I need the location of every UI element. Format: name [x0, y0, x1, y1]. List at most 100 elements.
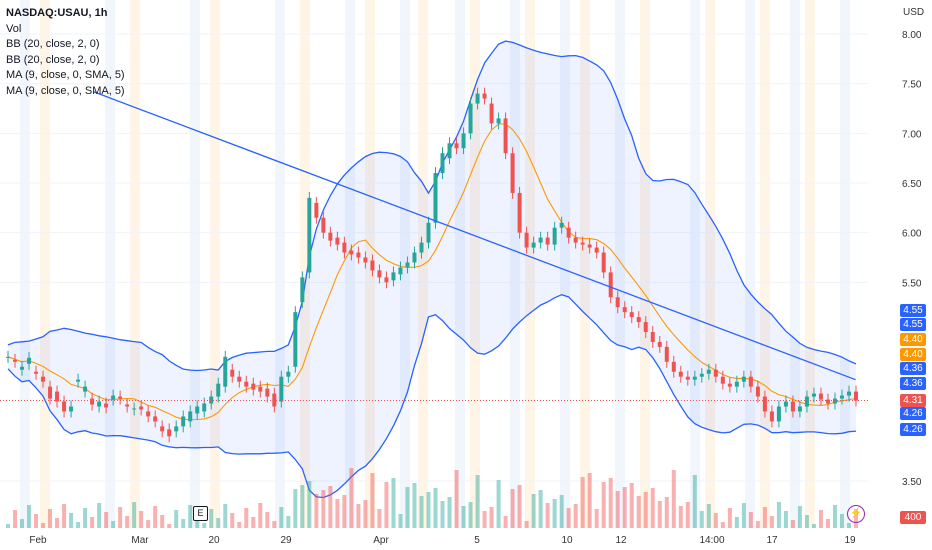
volume-bar: [335, 499, 340, 528]
candle-body: [209, 396, 214, 404]
legend-bb-2[interactable]: BB (20, close, 2, 0): [6, 53, 100, 66]
currency-label: USD: [903, 7, 924, 18]
price-axis-label: 4.31: [900, 394, 926, 407]
volume-bar: [496, 480, 501, 528]
y-tick-label: 3.50: [902, 477, 922, 488]
volume-bar: [741, 503, 746, 528]
legend-ma-1[interactable]: MA (9, close, 0, SMA, 5): [6, 69, 125, 81]
candle-body: [146, 411, 151, 417]
volume-bar: [370, 473, 375, 528]
candle-body: [489, 103, 494, 124]
volume-bar: [377, 509, 382, 528]
candle-body: [748, 376, 753, 387]
volume-bar: [356, 504, 361, 528]
lightning-icon[interactable]: ⚡: [847, 505, 865, 523]
session-stripe: [840, 0, 850, 528]
volume-bar: [90, 517, 95, 528]
y-tick-label: 6.50: [902, 179, 922, 190]
volume-bar: [748, 512, 753, 528]
volume-bar: [713, 513, 718, 528]
volume-bar: [692, 475, 697, 528]
candle-body: [181, 416, 186, 427]
volume-bar: [573, 504, 578, 528]
volume-bar: [587, 473, 592, 528]
candle-body: [139, 406, 144, 410]
legend-volume[interactable]: Vol: [6, 22, 22, 35]
candle-body: [48, 386, 53, 399]
candle-body: [734, 381, 739, 387]
volume-bar: [447, 497, 452, 528]
candle-body: [384, 277, 389, 283]
legend-bb-1[interactable]: BB (20, close, 2, 0): [6, 38, 100, 50]
volume-bar: [34, 514, 39, 528]
volume-bar: [580, 477, 585, 528]
volume-bar: [209, 509, 214, 528]
candle-body: [62, 401, 67, 412]
volume-bar: [419, 496, 424, 528]
candle-body: [265, 388, 270, 397]
volume-bar: [286, 516, 291, 528]
candle-body: [104, 403, 109, 408]
volume-bar: [629, 483, 634, 528]
volume-bar: [755, 521, 760, 528]
candle-body: [741, 376, 746, 382]
volume-bar: [13, 510, 18, 528]
candle-body: [594, 247, 599, 253]
candle-body: [854, 391, 858, 401]
candle-body: [531, 242, 536, 248]
candle-body: [762, 396, 767, 412]
x-tick-label: Mar: [131, 535, 149, 546]
session-stripe: [345, 0, 355, 528]
candle-body: [314, 202, 319, 218]
volume-bar: [769, 516, 774, 528]
candle-body: [55, 391, 60, 402]
chart-legend: NASDAQ:USAU, 1h Vol BB (20, close, 2, 0)…: [6, 6, 125, 99]
volume-bar: [188, 505, 193, 528]
candle-body: [216, 383, 221, 397]
price-axis-label: 4.36: [900, 377, 926, 390]
session-stripe: [40, 0, 50, 528]
x-tick-label: Feb: [29, 535, 47, 546]
volume-bar: [195, 514, 200, 528]
candle-body: [636, 317, 641, 323]
bb-lower-line: [7, 294, 857, 499]
legend-symbol[interactable]: NASDAQ:USAU, 1h: [6, 7, 108, 19]
session-stripe: [805, 0, 815, 528]
candle-body: [153, 416, 158, 422]
candle-body: [601, 252, 606, 273]
candle-body: [503, 118, 508, 154]
x-tick-label: 20: [208, 535, 220, 546]
candle-body: [230, 369, 235, 377]
candle-body: [538, 237, 543, 243]
y-tick-label: 7.50: [902, 80, 922, 91]
candle-body: [566, 227, 571, 238]
candle-body: [349, 250, 354, 255]
volume-bar: [202, 523, 207, 528]
candle-body: [475, 93, 480, 104]
volume-bar: [20, 519, 25, 528]
candle-body: [783, 401, 788, 407]
session-stripe: [560, 0, 570, 528]
candle-body: [293, 312, 298, 367]
volume-bar: [657, 501, 662, 528]
candle-body: [552, 227, 557, 245]
session-stripe: [580, 0, 590, 528]
price-axis-label: 4.55: [900, 318, 926, 331]
earnings-badge[interactable]: E: [193, 506, 208, 521]
volume-bar: [818, 510, 823, 528]
legend-ma-2[interactable]: MA (9, close, 0, SMA, 5): [6, 84, 125, 97]
volume-bar: [426, 492, 431, 528]
volume-bar: [601, 482, 606, 528]
volume-bar: [545, 503, 550, 528]
candle-body: [41, 376, 46, 382]
candle-body: [342, 242, 347, 253]
candle-body: [69, 406, 74, 412]
volume-bar: [328, 486, 333, 528]
volume-bar: [531, 494, 536, 528]
candle-body: [797, 406, 802, 412]
x-tick-label: 5: [474, 535, 480, 546]
session-stripe: [20, 0, 30, 528]
session-stripe: [210, 0, 220, 528]
candle-body: [195, 406, 200, 414]
